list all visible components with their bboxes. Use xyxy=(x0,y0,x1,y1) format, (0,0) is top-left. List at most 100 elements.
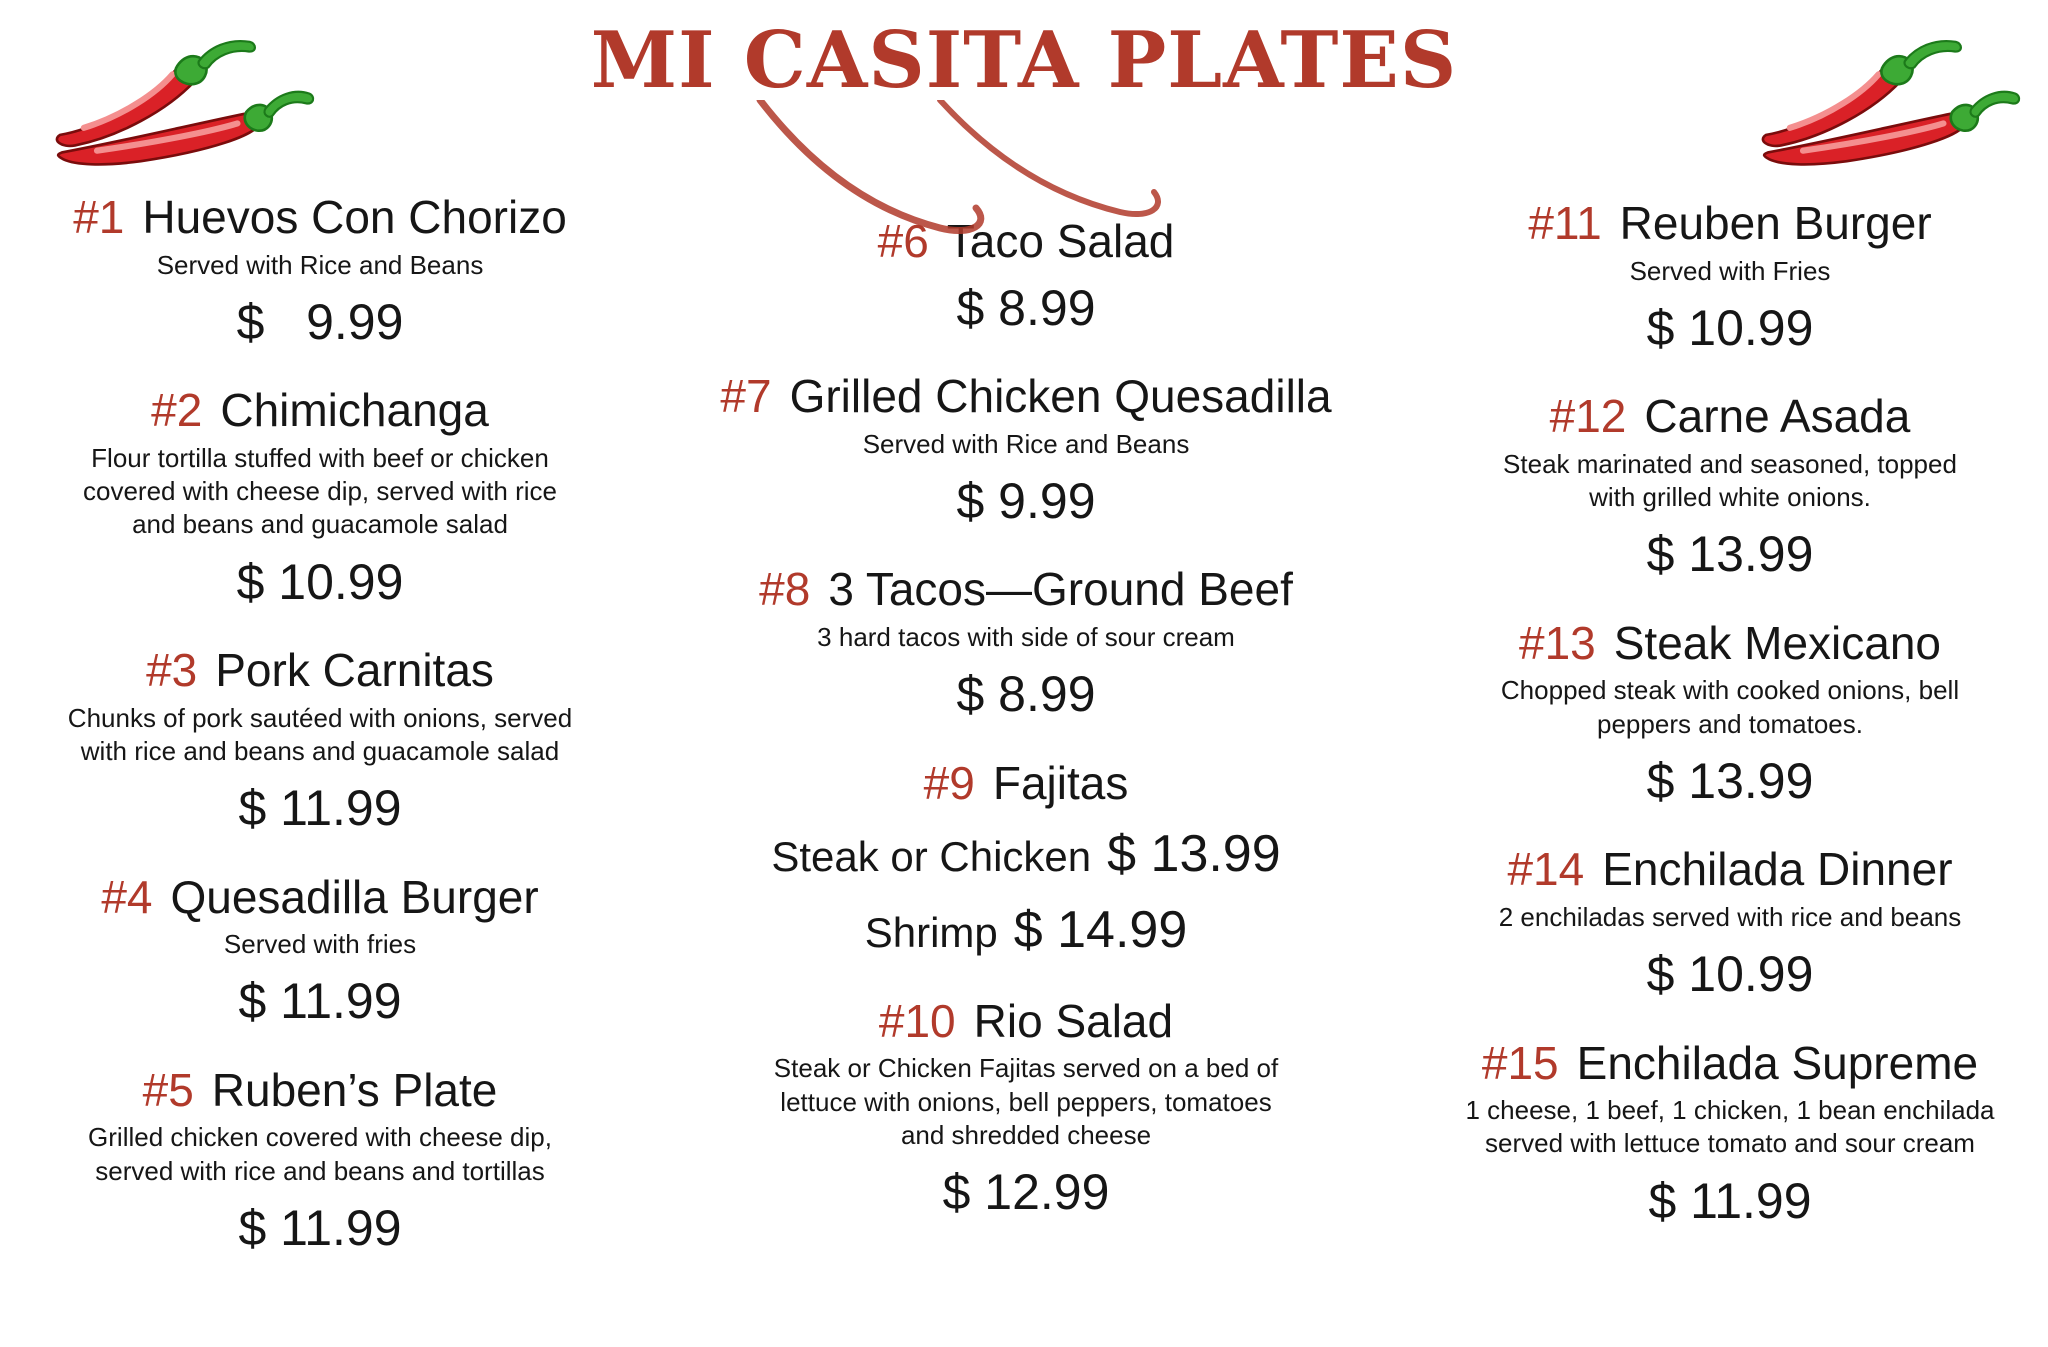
menu-item-8: #8 3 Tacos—Ground Beef 3 hard tacos with … xyxy=(640,564,1412,723)
item-number: #8 xyxy=(759,563,811,616)
item-description: Chopped steak with cooked onions, bell p… xyxy=(1500,675,1960,739)
menu-item-12: #12 Carne Asada Steak marinated and seaso… xyxy=(1412,391,2048,584)
item-description: 1 cheese, 1 beef, 1 chicken, 1 bean ench… xyxy=(1465,1095,1995,1159)
menu-item-13: #13 Steak Mexicano Chopped steak with coo… xyxy=(1412,616,2048,811)
item-number: #4 xyxy=(101,870,153,923)
item-description: Served with Rice and Beans xyxy=(156,249,484,280)
menu-columns: #1 Huevos Con Chorizo Served with Rice an… xyxy=(0,176,2048,1291)
chili-peppers-icon xyxy=(26,12,326,170)
item-number: #12 xyxy=(1549,390,1627,443)
item-number: #9 xyxy=(923,756,975,809)
menu-column-right: #11 Reuben Burger Served with Fries $ 10.… xyxy=(1412,176,2048,1291)
menu-item-11: #11 Reuben Burger Served with Fries $ 10.… xyxy=(1412,197,2048,357)
item-name: Quesadilla Burger xyxy=(170,870,539,923)
item-name: Pork Carnitas xyxy=(215,644,494,697)
price-option: Shrimp $ 14.99 xyxy=(640,899,1412,961)
menu-item-14: #14 Enchilada Dinner 2 enchiladas served … xyxy=(1412,844,2048,1003)
item-description: Served with fries xyxy=(223,929,417,960)
item-name: Carne Asada xyxy=(1644,390,1911,443)
item-description: Served with Fries xyxy=(1629,255,1831,286)
menu-item-9: #9 Fajitas Steak or Chicken $ 13.99 Shrimp… xyxy=(640,756,1412,962)
item-number: #15 xyxy=(1481,1036,1559,1089)
item-price: $ 11.99 xyxy=(238,1199,402,1256)
menu-item-3: #3 Pork Carnitas Chunks of pork sautéed w… xyxy=(0,644,640,838)
item-heading: #7 Grilled Chicken Quesadilla xyxy=(640,370,1412,423)
menu-header: MI CASITA PLATES xyxy=(0,8,2048,235)
price-option-price: $ 14.99 xyxy=(1013,901,1188,960)
item-heading: #12 Carne Asada xyxy=(1412,391,2048,443)
menu-item-1: #1 Huevos Con Chorizo Served with Rice an… xyxy=(0,191,640,351)
price-option-label: Steak or Chicken xyxy=(771,833,1092,881)
menu-item-6: #6 Taco Salad $ 8.99 xyxy=(640,215,1412,337)
item-name: Chimichanga xyxy=(220,384,489,437)
item-number: #5 xyxy=(142,1063,194,1116)
item-heading: #9 Fajitas xyxy=(640,756,1412,810)
item-heading: #11 Reuben Burger xyxy=(1412,197,2048,250)
menu-item-15: #15 Enchilada Supreme 1 cheese, 1 beef, 1… xyxy=(1412,1036,2048,1231)
item-name: Steak Mexicano xyxy=(1613,616,1942,669)
item-description: Steak or Chicken Fajitas served on a bed… xyxy=(773,1053,1279,1150)
price-option-label: Shrimp xyxy=(864,909,998,957)
item-name: Fajitas xyxy=(992,756,1129,809)
menu-item-4: #4 Quesadilla Burger Served with fries $ … xyxy=(0,870,640,1031)
item-heading: #3 Pork Carnitas xyxy=(0,644,640,697)
item-heading: #13 Steak Mexicano xyxy=(1412,616,2048,670)
item-heading: #1 Huevos Con Chorizo xyxy=(0,191,640,244)
item-number: #3 xyxy=(146,644,198,697)
menu-item-7: #7 Grilled Chicken Quesadilla Served with… xyxy=(640,370,1412,530)
item-heading: #8 3 Tacos—Ground Beef xyxy=(640,564,1412,616)
item-heading: #4 Quesadilla Burger xyxy=(0,870,640,924)
item-number: #1 xyxy=(73,191,125,243)
item-name: Reuben Burger xyxy=(1619,197,1932,249)
item-number: #14 xyxy=(1507,843,1585,896)
menu-page: MI CASITA PLATES xyxy=(0,8,2048,1347)
item-description: 2 enchiladas served with rice and beans xyxy=(1498,901,1962,932)
item-price: $ 8.99 xyxy=(956,666,1096,723)
item-number: #7 xyxy=(720,370,772,423)
item-price: $ 13.99 xyxy=(1646,752,1814,809)
item-price: $ 13.99 xyxy=(1646,526,1814,583)
menu-item-10: #10 Rio Salad Steak or Chicken Fajitas se… xyxy=(640,994,1412,1222)
item-price: $ 9.99 xyxy=(236,293,404,350)
item-description: Flour tortilla stuffed with beef or chic… xyxy=(82,442,557,540)
chili-peppers-icon xyxy=(1732,12,2032,170)
item-price: $ 10.99 xyxy=(236,553,404,610)
page-title: MI CASITA PLATES xyxy=(590,15,1458,106)
price-option-price: $ 13.99 xyxy=(1107,825,1281,884)
item-price: $ 11.99 xyxy=(238,973,402,1030)
price-option: Steak or Chicken $ 13.99 xyxy=(640,823,1412,885)
menu-item-2: #2 Chimichanga Flour tortilla stuffed wit… xyxy=(0,385,640,611)
item-number: #13 xyxy=(1518,616,1596,669)
item-name: Taco Salad xyxy=(946,215,1175,267)
item-number: #2 xyxy=(151,384,203,437)
item-name: Huevos Con Chorizo xyxy=(142,191,567,243)
item-price: $ 12.99 xyxy=(942,1164,1110,1221)
item-number: #11 xyxy=(1528,197,1602,249)
item-heading: #6 Taco Salad xyxy=(640,215,1412,268)
item-price: $ 10.99 xyxy=(1646,946,1814,1003)
item-name: Ruben’s Plate xyxy=(211,1063,498,1116)
item-price: $ 10.99 xyxy=(1646,299,1814,356)
item-price: $ 8.99 xyxy=(956,279,1096,336)
menu-item-5: #5 Ruben’s Plate Grilled chicken covered … xyxy=(0,1063,640,1258)
item-price: $ 9.99 xyxy=(956,472,1096,529)
item-description: 3 hard tacos with side of sour cream xyxy=(817,621,1235,652)
item-heading: #15 Enchilada Supreme xyxy=(1412,1036,2048,1090)
item-price: $ 11.99 xyxy=(238,780,402,837)
item-number: #6 xyxy=(877,215,929,267)
item-description: Chunks of pork sautéed with onions, serv… xyxy=(67,702,573,766)
item-description: Served with Rice and Beans xyxy=(862,428,1190,459)
item-name: Enchilada Dinner xyxy=(1602,843,1953,896)
item-heading: #2 Chimichanga xyxy=(0,385,640,437)
item-description: Steak marinated and seasoned, topped wit… xyxy=(1503,448,1957,513)
menu-column-left: #1 Huevos Con Chorizo Served with Rice an… xyxy=(0,176,640,1291)
item-heading: #14 Enchilada Dinner xyxy=(1412,844,2048,896)
item-heading: #10 Rio Salad xyxy=(640,994,1412,1048)
item-number: #10 xyxy=(878,994,956,1047)
item-name: Enchilada Supreme xyxy=(1576,1036,1979,1089)
item-name: Rio Salad xyxy=(973,994,1174,1047)
item-price: $ 11.99 xyxy=(1648,1172,1812,1229)
menu-column-middle: #6 Taco Salad $ 8.99 #7 Grilled Chicken Qu… xyxy=(640,176,1412,1291)
item-heading: #5 Ruben’s Plate xyxy=(0,1063,640,1117)
item-name: 3 Tacos—Ground Beef xyxy=(828,563,1293,616)
